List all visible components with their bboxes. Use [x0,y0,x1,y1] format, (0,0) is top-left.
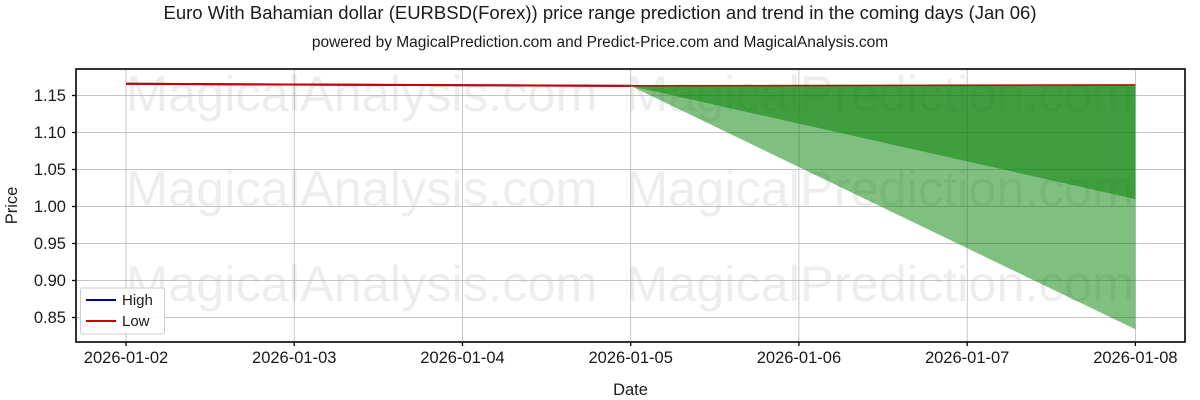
svg-text:MagicalAnalysis.com: MagicalAnalysis.com [126,255,598,312]
svg-text:0.85: 0.85 [34,309,66,327]
svg-text:Date: Date [613,381,648,399]
svg-text:MagicalAnalysis.com: MagicalAnalysis.com [126,160,598,217]
svg-text:Low: Low [122,313,150,330]
svg-text:0.90: 0.90 [34,272,66,290]
svg-text:0.95: 0.95 [34,235,66,253]
svg-text:2026-01-05: 2026-01-05 [588,349,672,367]
svg-text:2026-01-06: 2026-01-06 [757,349,841,367]
svg-text:2026-01-07: 2026-01-07 [925,349,1009,367]
svg-text:2026-01-04: 2026-01-04 [420,349,504,367]
svg-text:2026-01-08: 2026-01-08 [1093,349,1177,367]
svg-text:2026-01-02: 2026-01-02 [84,349,168,367]
svg-text:1.05: 1.05 [34,161,66,179]
svg-text:1.10: 1.10 [34,124,66,142]
svg-text:MagicalAnalysis.com: MagicalAnalysis.com [126,65,598,122]
svg-text:1.15: 1.15 [34,87,66,105]
svg-text:High: High [122,292,153,309]
svg-text:2026-01-03: 2026-01-03 [252,349,336,367]
svg-text:Price: Price [3,187,21,225]
svg-text:1.00: 1.00 [34,198,66,216]
